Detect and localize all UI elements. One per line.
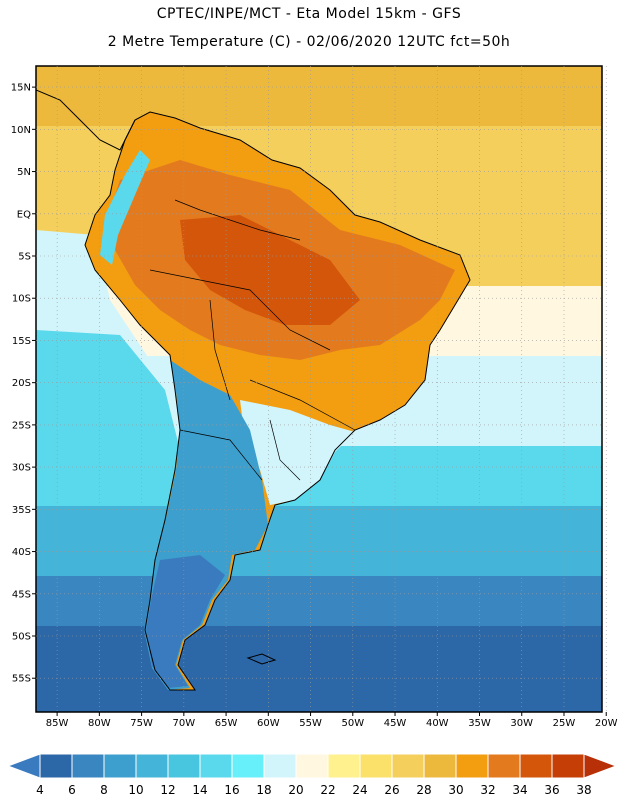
lon-tick-label: 35W [468,718,491,729]
colorbar-cell [71,753,105,779]
lat-tick-label: 40S [12,547,31,558]
colorbar-cell [103,753,137,779]
colorbar-label: 28 [416,783,431,797]
colorbar-label: 10 [128,783,143,797]
coastline [84,111,471,691]
colorbar-cell [39,753,73,779]
colorbar-label: 8 [100,783,108,797]
falkland-islands [246,653,277,665]
colorbar-cell [455,753,489,779]
colorbar-cell [231,753,265,779]
colorbar-label: 16 [224,783,239,797]
lat-tick-label: 55S [12,674,31,685]
colorbar-cell [263,753,297,779]
map-title-line-2: 2 Metre Temperature (C) - 02/06/2020 12U… [107,34,511,50]
country-borders [149,199,356,481]
colorbar-cell [423,753,457,779]
ocean-band-south-mid [36,576,602,626]
lat-tick-label: 10S [12,294,31,305]
lat-tick-label: 20S [12,378,31,389]
lon-tick-label: 65W [215,718,238,729]
colorbar-cell [295,753,329,779]
ocean-band-north-warm [36,66,602,126]
patagonia-cold [146,555,225,688]
colorbar-label: 36 [544,783,559,797]
lon-tick-label: 45W [384,718,407,729]
colorbar-label: 26 [384,783,399,797]
colorbar-label: 4 [36,783,44,797]
lat-tick-label: 25S [12,420,31,431]
colorbar-cell [519,753,553,779]
lat-tick-label: 50S [12,632,31,643]
colorbar-label: 38 [576,783,591,797]
colorbar-label: 6 [68,783,76,797]
amazon-hottest [180,215,360,325]
south-brazil-cool [240,400,355,505]
colorbar-cell [135,753,169,779]
ocean-band-mid [36,506,602,576]
lat-tick-label: 35S [12,505,31,516]
lon-tick-label: 75W [130,718,153,729]
colorbar-label: 24 [352,783,367,797]
colorbar-label: 34 [512,783,527,797]
colorbar-cell [359,753,393,779]
lon-tick-label: 80W [88,718,111,729]
central-america-coast [36,89,136,151]
colorbar-cell [391,753,425,779]
lat-tick-label: 15N [11,83,31,94]
lat-tick-label: EQ [17,209,31,220]
lon-tick-label: 20W [595,718,618,729]
colorbar-cell [327,753,361,779]
lat-tick-label: 5N [17,167,31,178]
pacific-light-tongue [36,330,180,470]
lon-tick-label: 30W [510,718,533,729]
lon-tick-label: 85W [46,718,69,729]
colorbar-label: 20 [288,783,303,797]
lon-tick-label: 55W [299,718,322,729]
colorbar-cell [487,753,521,779]
colorbar-cell [199,753,233,779]
colorbar-label: 22 [320,783,335,797]
colorbar-label: 32 [480,783,495,797]
lon-tick-label: 70W [173,718,196,729]
lat-tick-label: 15S [12,336,31,347]
colorbar-label: 12 [160,783,175,797]
longitude-axis: 85W 80W 75W 70W 65W 60W 55W 50W 45W 40W 35W 30W 25W 2… [46,712,618,729]
map-frame [35,65,603,713]
lon-tick-label: 50W [341,718,364,729]
lat-tick-label: 45S [12,589,31,600]
colorbar-cell [167,753,201,779]
colorbar-cell [551,753,585,779]
latitude-axis: 15N 10N 5N EQ 5S 10S 15S 20S 25S 30S 35S 40S 45S 50S 5… [11,83,36,685]
lon-tick-label: 25W [553,718,576,729]
map-title-line-1: CPTEC/INPE/MCT - Eta Model 15km - GFS [156,6,462,22]
lon-tick-label: 40W [426,718,449,729]
lat-tick-label: 30S [12,463,31,474]
lat-tick-label: 5S [18,252,31,263]
colorbar-arrow-high [583,753,618,779]
lat-tick-label: 10N [11,125,31,136]
colorbar-arrow-low [6,753,41,779]
colorbar-label: 18 [256,783,271,797]
colorbar-label: 14 [192,783,207,797]
andes-north-strip [100,150,150,265]
colorbar-label: 30 [448,783,463,797]
map-field [36,66,602,712]
ocean-band-south-deep [36,626,602,712]
lon-tick-label: 60W [257,718,280,729]
